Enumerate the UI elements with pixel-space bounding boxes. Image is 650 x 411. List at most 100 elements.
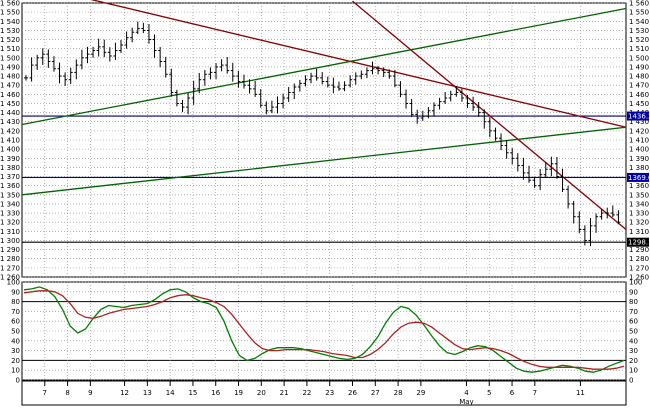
ohlc-bar (214, 63, 219, 80)
ohlc-bar (163, 56, 168, 78)
price-y-tick-label: 1 390 (629, 155, 649, 163)
ohlc-bar (297, 80, 302, 92)
ohlc-bar (532, 176, 537, 188)
oscillator-y-tick-label: 100 (7, 279, 20, 287)
price-level-badge-label: 1436.22 (628, 113, 650, 121)
ohlc-bar (493, 127, 498, 141)
oscillator-y-tick-label: 80 (11, 298, 20, 306)
price-y-tick-label: 1 460 (629, 91, 649, 99)
ohlc-bar (560, 168, 565, 193)
ohlc-bar (225, 56, 230, 74)
price-y-tick-label: 1 290 (629, 246, 649, 254)
ohlc-bar (68, 67, 73, 84)
price-y-tick-label: 1 410 (629, 137, 649, 145)
price-level-badge-label: 1369.0 (628, 174, 650, 182)
ohlc-bar (79, 49, 84, 70)
ohlc-bar (521, 157, 526, 180)
ohlc-bar (320, 72, 325, 85)
ohlc-bar (554, 156, 559, 179)
ohlc-bar (381, 67, 386, 78)
oscillator-panel-frame (21, 281, 627, 381)
price-y-tick-label: 1 360 (0, 182, 20, 190)
oscillator-y-tick-label: 100 (629, 279, 642, 287)
price-level-badge-bg (627, 237, 649, 247)
ohlc-bar (152, 34, 157, 58)
ohlc-bar (549, 156, 554, 177)
ohlc-bar (113, 42, 118, 61)
price-y-tick-label: 1 290 (0, 246, 20, 254)
ohlc-bar (454, 85, 459, 97)
ohlc-bar (135, 21, 140, 35)
ohlc-bar (141, 22, 146, 34)
price-y-tick-label: 1 360 (629, 182, 649, 190)
x-tick-label: 6 (510, 389, 515, 397)
ohlc-bar (437, 97, 442, 110)
ohlc-bar (582, 225, 587, 246)
x-tick-label: 5 (487, 389, 491, 397)
x-tick-label: 7 (533, 389, 537, 397)
ohlc-bar (566, 185, 571, 209)
ohlc-bar (409, 98, 414, 118)
oscillator-y-tick-label: 60 (629, 318, 638, 326)
x-tick-label: 23 (325, 389, 334, 397)
ohlc-bar (543, 162, 548, 178)
price-y-tick-label: 1 450 (0, 100, 20, 108)
price-bars (24, 21, 621, 247)
ohlc-bar (241, 74, 246, 89)
ohlc-bar (29, 57, 34, 82)
ohlc-bar (46, 49, 51, 68)
price-y-tick-label: 1 450 (629, 100, 649, 108)
x-tick-label: 7 (43, 389, 47, 397)
price-y-tick-label: 1 270 (629, 264, 649, 272)
ohlc-bar (370, 61, 375, 75)
ohlc-bar (96, 38, 101, 57)
price-y-tick-label: 1 400 (0, 146, 20, 154)
ohlc-bar (186, 92, 191, 115)
ohlc-bar (420, 110, 425, 121)
price-y-tick-label: 1 430 (0, 118, 20, 126)
ohlc-bar (269, 100, 274, 114)
price-y-tick-label: 1 500 (629, 54, 649, 62)
x-tick-label: 11 (576, 389, 585, 397)
ohlc-bar (336, 81, 341, 91)
ohlc-bar (124, 31, 129, 49)
ohlc-bar (415, 109, 420, 124)
ohlc-bar (275, 96, 280, 114)
ohlc-bar (314, 68, 319, 81)
ohlc-bar (102, 39, 107, 58)
ohlc-bar (459, 88, 464, 102)
oscillator-y-tick-label: 0 (629, 377, 633, 385)
ohlc-bar (119, 39, 124, 54)
price-level-badges: 1436.22 1369.0 1298.1 (627, 111, 650, 247)
oscillator-y-tick-label: 50 (11, 328, 20, 336)
ohlc-bar (51, 56, 56, 72)
x-tick-label: 21 (280, 389, 289, 397)
oscillator-y-tick-label: 90 (629, 288, 638, 296)
ohlc-bar (253, 80, 258, 97)
price-horizontal-lines (22, 115, 626, 243)
x-tick-label: 4 (464, 389, 469, 397)
x-tick-label: 13 (143, 389, 152, 397)
price-y-tick-label: 1 490 (0, 63, 20, 71)
price-y-tick-label: 1 510 (0, 45, 20, 53)
price-y-tick-label: 1 260 (0, 274, 20, 282)
price-y-tick-label: 1 460 (0, 91, 20, 99)
price-y-tick-label: 1 420 (0, 127, 20, 135)
ohlc-bar (577, 211, 582, 234)
ohlc-bar (309, 72, 314, 84)
lower-channel-trend-line (21, 126, 627, 196)
ohlc-bar (180, 99, 185, 113)
price-y-tick-label: 1 560 (629, 0, 649, 8)
ohlc-bar (448, 90, 453, 102)
ohlc-bar (526, 165, 531, 183)
ohlc-bar (476, 102, 481, 117)
ohlc-bar (281, 93, 286, 109)
upper-channel-trend-line (21, 7, 627, 126)
price-y-tick-label: 1 500 (0, 54, 20, 62)
ohlc-bar (594, 213, 599, 233)
ohlc-bar (443, 91, 448, 104)
price-y-tick-label: 1 320 (629, 219, 649, 227)
x-tick-label: 14 (166, 389, 175, 397)
